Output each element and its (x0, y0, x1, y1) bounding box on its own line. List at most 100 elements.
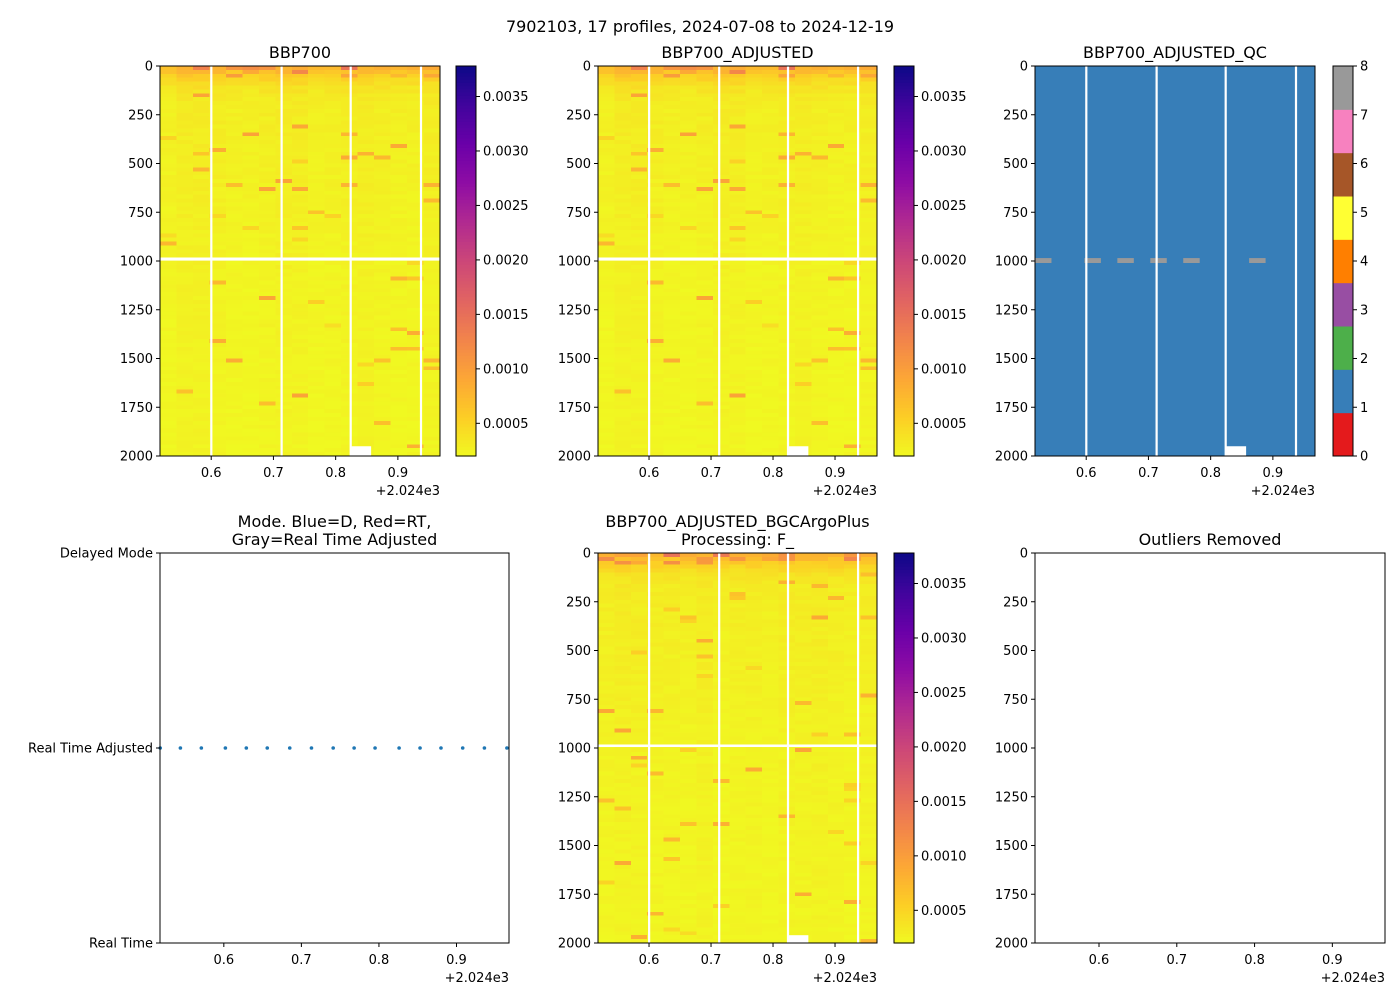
heatmap-cell (664, 892, 681, 896)
heatmap-cell (259, 136, 276, 140)
heatmap-cell (308, 300, 325, 304)
heatmap-cell (374, 398, 391, 402)
heatmap-cell (325, 113, 342, 117)
heatmap-cell (680, 429, 697, 433)
heatmap-cell (614, 865, 631, 869)
heatmap-cell (358, 78, 375, 82)
heatmap-cell (259, 277, 276, 281)
heatmap-cell (614, 561, 631, 565)
heatmap-cell (598, 230, 615, 234)
heatmap-cell (664, 592, 681, 596)
heatmap-cell (680, 351, 697, 355)
heatmap-cell (259, 195, 276, 199)
heatmap-cell (292, 339, 309, 343)
heatmap-cell (811, 183, 828, 187)
heatmap-cell (762, 183, 779, 187)
heatmap-cell (614, 701, 631, 705)
heatmap-cell (598, 242, 615, 246)
heatmap-cell (746, 904, 763, 908)
heatmap-cell (697, 717, 714, 721)
heatmap-cell (424, 355, 441, 359)
heatmap-cell (762, 900, 779, 904)
heatmap-cell (242, 409, 259, 413)
heatmap-cell (861, 245, 878, 249)
heatmap-cell (598, 931, 615, 935)
heatmap-cell (811, 152, 828, 156)
heatmap-cell (664, 417, 681, 421)
heatmap-cell (292, 362, 309, 366)
heatmap-cell (762, 347, 779, 351)
heatmap-cell (795, 382, 812, 386)
heatmap-cell (680, 615, 697, 619)
heatmap-cell (391, 97, 408, 101)
heatmap-cell (664, 234, 681, 238)
heatmap-cell (374, 187, 391, 191)
y-tick-label: 750 (128, 206, 153, 221)
heatmap-cell (631, 206, 648, 210)
heatmap-cell (614, 261, 631, 265)
heatmap-cell (259, 320, 276, 324)
heatmap-cell (631, 900, 648, 904)
heatmap-cell (746, 113, 763, 117)
heatmap-cell (680, 320, 697, 324)
heatmap-cell (614, 284, 631, 288)
heatmap-cell (275, 339, 292, 343)
heatmap-cell (259, 292, 276, 296)
heatmap-cell (259, 378, 276, 382)
heatmap-cell (762, 838, 779, 842)
heatmap-cell (746, 873, 763, 877)
heatmap-cell (177, 175, 194, 179)
heatmap-cell (729, 288, 746, 292)
heatmap-cell (746, 320, 763, 324)
heatmap-cell (762, 308, 779, 312)
heatmap-cell (729, 230, 746, 234)
heatmap-cell (259, 242, 276, 246)
heatmap-cell (242, 226, 259, 230)
heatmap-cell (308, 121, 325, 125)
heatmap-cell (308, 366, 325, 370)
heatmap-cell (631, 339, 648, 343)
heatmap-cell (713, 429, 730, 433)
heatmap-cell (259, 359, 276, 363)
heatmap-cell (746, 775, 763, 779)
heatmap-cell (242, 89, 259, 93)
heatmap-cell (729, 596, 746, 600)
heatmap-cell (795, 210, 812, 214)
heatmap-cell (631, 386, 648, 390)
heatmap-cell (391, 347, 408, 351)
heatmap-cell (275, 335, 292, 339)
heatmap-cell (631, 409, 648, 413)
heatmap-cell (729, 869, 746, 873)
heatmap-cell (828, 109, 845, 113)
heatmap-cell (713, 284, 730, 288)
heatmap-cell (325, 66, 342, 70)
heatmap-cell (713, 164, 730, 168)
heatmap-cell (729, 580, 746, 584)
heatmap-cell (614, 670, 631, 674)
heatmap-cell (680, 335, 697, 339)
heatmap-cell (828, 347, 845, 351)
heatmap-cell (697, 588, 714, 592)
heatmap-cell (729, 74, 746, 78)
heatmap-cell (729, 300, 746, 304)
heatmap-cell (631, 308, 648, 312)
heatmap-cell (729, 771, 746, 775)
heatmap-cell (762, 238, 779, 242)
heatmap-cell (598, 222, 615, 226)
heatmap-cell (242, 179, 259, 183)
heatmap-cell (391, 292, 408, 296)
heatmap-cell (374, 132, 391, 136)
heatmap-cell (795, 335, 812, 339)
heatmap-cell (729, 573, 746, 577)
heatmap-cell (391, 273, 408, 277)
x-tick-label: 0.8 (325, 466, 346, 481)
heatmap-cell (664, 561, 681, 565)
heatmap-cell (391, 374, 408, 378)
heatmap-cell (631, 721, 648, 725)
colorbar-segment (1333, 326, 1353, 370)
heatmap-cell (374, 234, 391, 238)
heatmap-cell (614, 729, 631, 733)
heatmap-cell (729, 670, 746, 674)
heatmap-cell (226, 355, 243, 359)
heatmap-cell (614, 226, 631, 230)
